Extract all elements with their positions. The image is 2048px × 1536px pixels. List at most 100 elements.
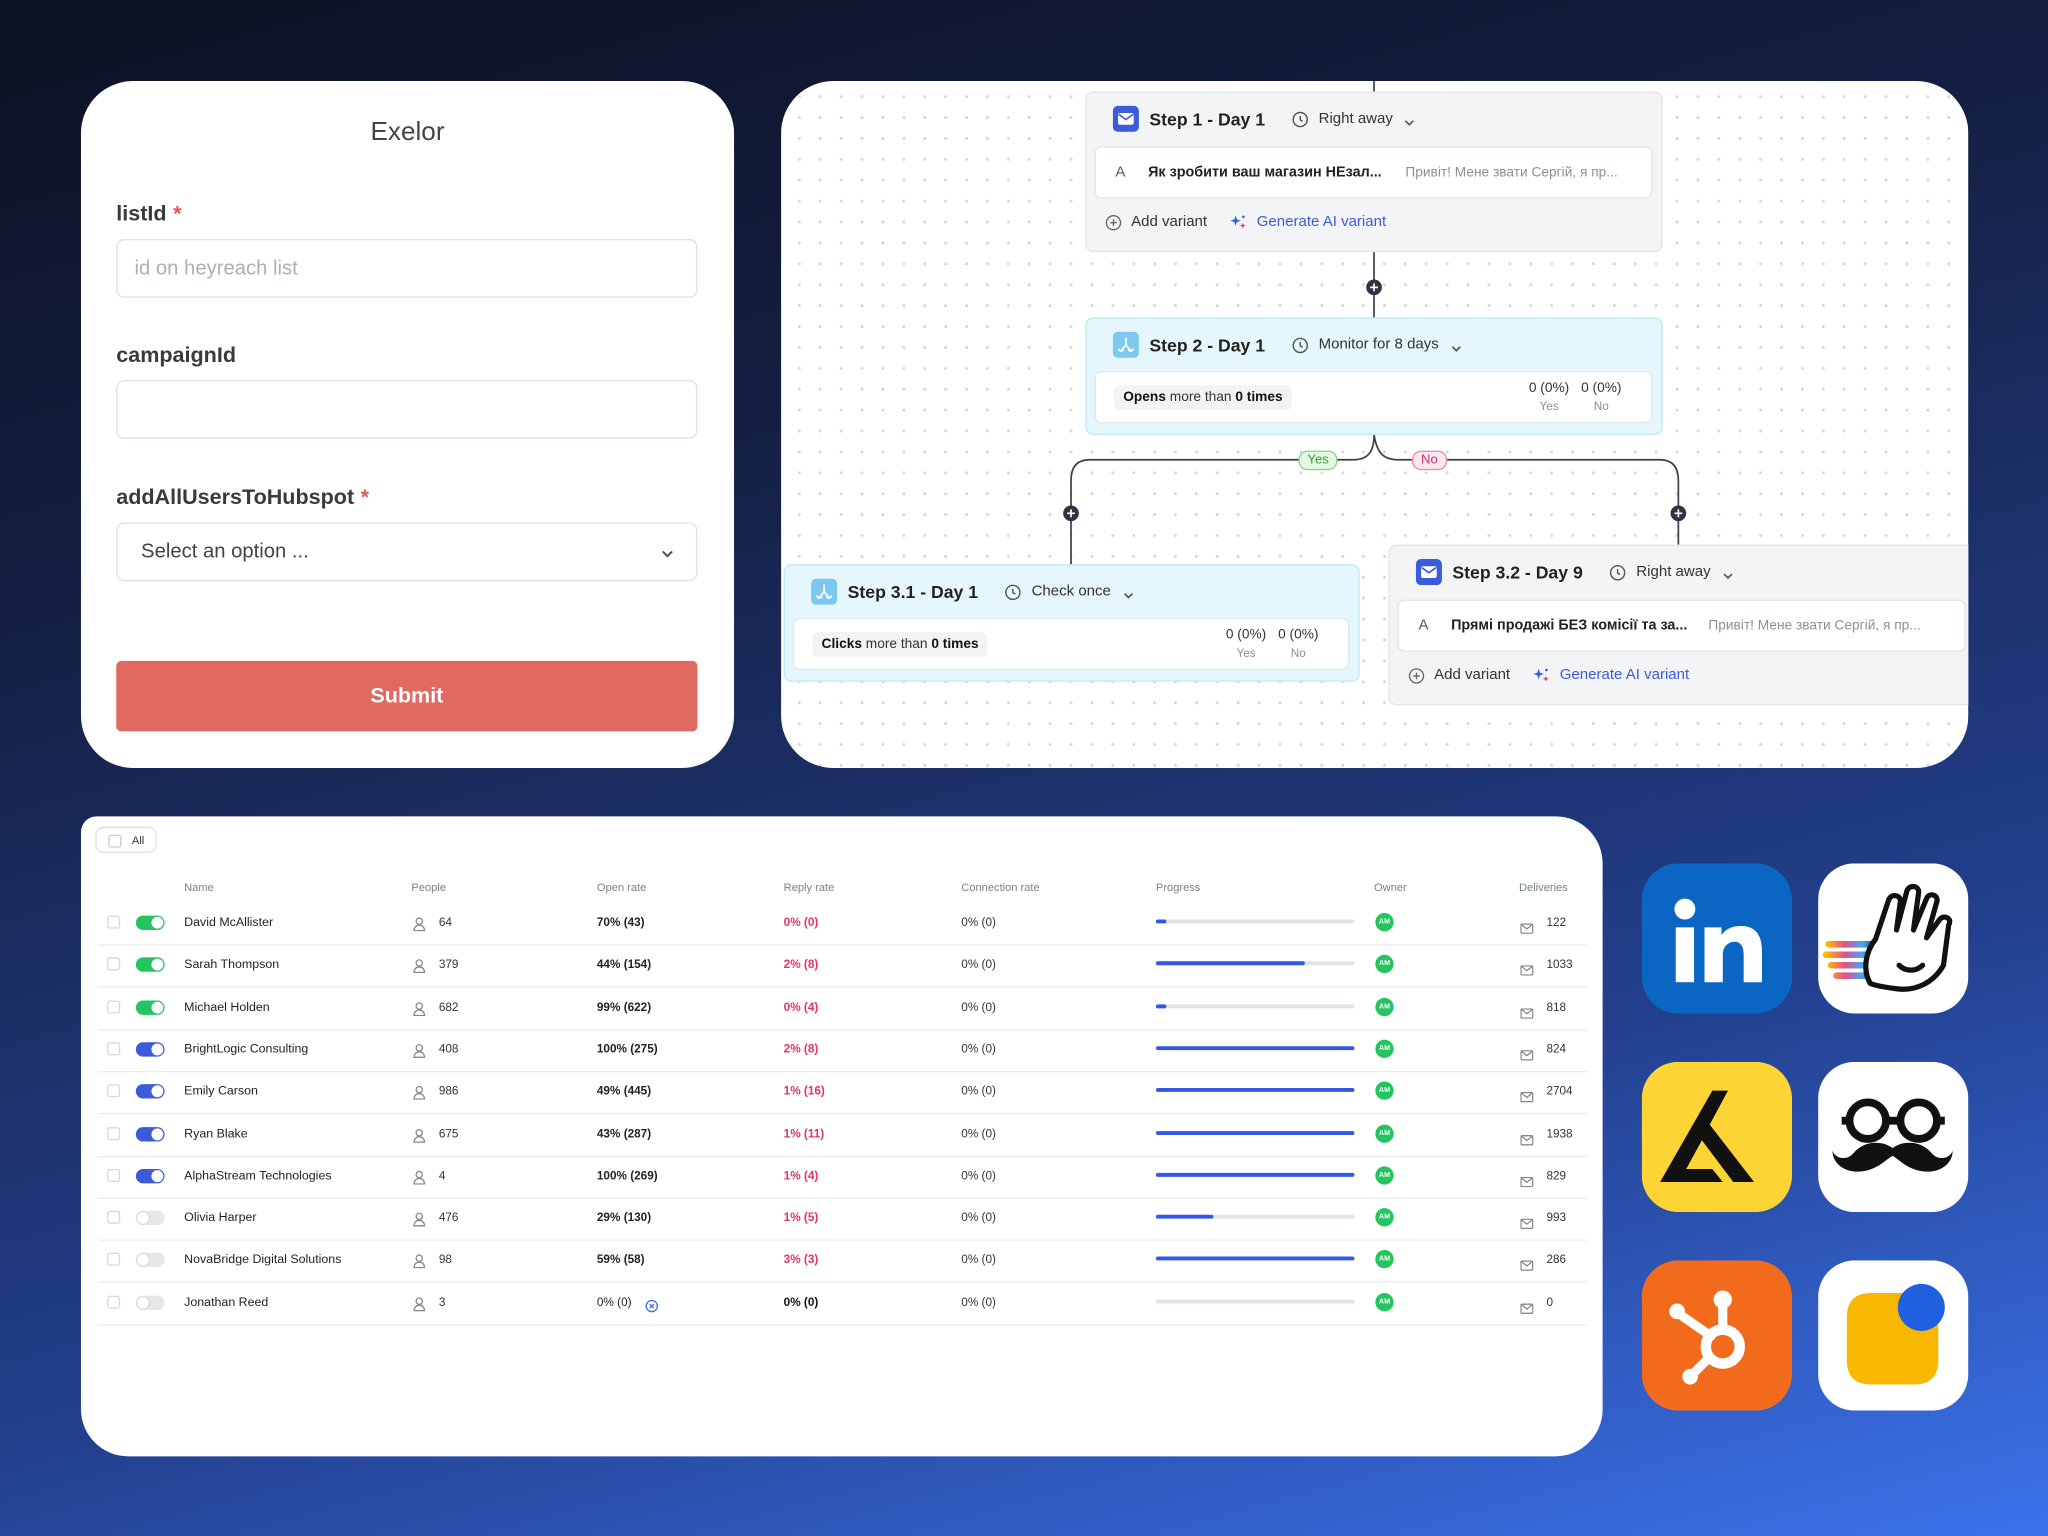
icon-part [1520,923,1534,934]
connection-rate: 0% (0) [961,1084,996,1098]
icon-part [1451,346,1461,352]
icon-part [1118,113,1134,121]
select-box[interactable]: Select an option ... [116,522,698,582]
generate-ai-variant[interactable]: Generate AI variant [1559,667,1690,684]
monitor-icon [811,578,838,605]
icon-part [1408,667,1425,683]
text-input[interactable]: id on heyreach list [116,239,698,298]
step-header: Step 2 - Day 1 Monitor for 8 days [1112,330,1463,359]
owner-avatar: AM [1375,1123,1394,1143]
row-checkbox[interactable] [107,1168,121,1182]
progress-track [1155,1172,1355,1177]
step-title: Step 1 - Day 1 [1149,109,1266,129]
icon-part [1291,337,1308,353]
deliveries: 1938 [1546,1126,1573,1140]
icon-part [662,550,673,558]
toggle-knob [151,1085,164,1098]
field-label: listId * [116,202,181,227]
step-title: Step 3.2 - Day 9 [1452,562,1583,582]
icon-part [645,1299,659,1312]
generate-ai-variant[interactable]: Generate AI variant [1256,214,1387,230]
step-header: Step 3.1 - Day 1 Check once [811,577,1134,606]
column-header: Open rate [596,880,647,894]
owner-avatar: AM [1375,1208,1394,1227]
icon-part [1674,509,1683,518]
icon-part [1067,509,1075,518]
status-toggle[interactable] [135,1042,165,1057]
add-variant[interactable]: Add variant [1131,214,1208,230]
people-icon [413,1083,426,1100]
icon-part [415,1086,424,1094]
deliveries: 829 [1546,1168,1567,1182]
row-checkbox[interactable] [107,1084,121,1098]
status-toggle[interactable] [135,1210,165,1226]
status-toggle[interactable] [135,957,165,973]
status-toggle[interactable] [135,1168,165,1184]
row-checkbox[interactable] [107,1126,121,1140]
row-checkbox[interactable] [107,1253,121,1267]
row-checkbox[interactable] [107,999,121,1014]
open-rate: 59% (58) [596,1253,645,1267]
icon-part [413,1304,426,1311]
icon-part [413,1261,426,1269]
open-rate: 100% (275) [596,1042,658,1056]
row-checkbox[interactable] [107,1042,121,1056]
icon-part [1521,924,1533,930]
owner-avatar: AM [1375,1039,1394,1058]
status-toggle[interactable] [135,1126,165,1141]
variant-row: A Прямі продажі БЕЗ комісії та за... Приві… [1397,599,1966,652]
deliveries: 2704 [1546,1084,1573,1098]
icon-part [1521,1261,1533,1268]
row-separator [97,1070,1587,1073]
label-text: listId [116,202,167,226]
icon-part [1520,1134,1534,1145]
icon-part [1674,898,1696,920]
row-separator [97,1028,1587,1030]
icon-part [1520,1303,1534,1314]
condition-chip: Clicks more than 0 times [812,632,988,657]
filter-chip[interactable]: All [95,826,157,853]
status-toggle[interactable] [135,999,165,1015]
status-toggle[interactable] [135,915,165,930]
open-rate: 100% (269) [596,1168,658,1182]
mail-icon [1520,1297,1534,1314]
row-checkbox[interactable] [107,915,121,929]
checkbox [108,834,122,848]
mail-icon [1520,1086,1534,1103]
icon-part [1451,346,1461,352]
reply-rate: 1% (11) [783,1126,825,1140]
connection-rate: 0% (0) [961,915,996,929]
status-toggle[interactable] [135,1295,165,1310]
icon-part [1520,1049,1534,1061]
icon-part [413,1297,426,1311]
icon-part [1521,1177,1533,1183]
submit-button[interactable]: Submit [116,660,698,732]
mail-icon [1520,959,1534,977]
status-toggle[interactable] [135,1253,165,1268]
mail-icon [1520,917,1534,934]
column-header: Name [184,880,214,894]
step-card: Step 3.1 - Day 1 Check once Clicks more th… [783,564,1360,682]
row-checkbox[interactable] [107,957,121,971]
row-checkbox[interactable] [107,1295,121,1309]
sparkle-icon [1229,213,1247,231]
icon-part [413,1170,426,1185]
mail-icon [1520,1254,1534,1272]
flow-card: Yes No Step 1 - Day 1 Right away A Як зробити… [781,80,1969,768]
row-checkbox[interactable] [107,1210,121,1224]
clock-icon [1004,583,1021,600]
campaign-name: Sarah Thompson [184,957,280,973]
add-variant[interactable]: Add variant [1434,667,1511,684]
progress-fill [1155,1003,1166,1008]
progress-fill [1155,1172,1355,1177]
status-toggle[interactable] [135,1084,165,1099]
icon-part [1011,588,1016,595]
text-input[interactable] [116,380,698,439]
clock-icon [1291,336,1308,353]
icon-part [1105,214,1122,230]
step-timing: Right away [1636,564,1711,580]
campaign-name: BrightLogic Consulting [184,1042,309,1057]
form-title: Exelor [370,117,445,147]
icon-part [1682,1368,1698,1385]
progress-fill [1155,1256,1355,1261]
